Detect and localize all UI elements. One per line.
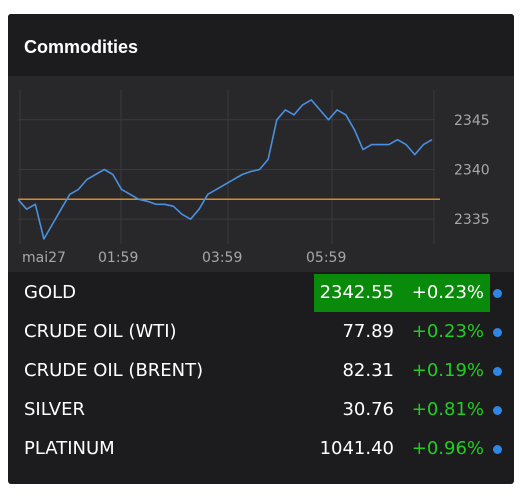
quote-row-crude-oil-wti[interactable]: CRUDE OIL (WTI) 77.89 +0.23% — [8, 313, 514, 351]
quote-price-box: 77.89 +0.23% — [314, 313, 490, 351]
quote-price: 30.76 — [342, 399, 394, 420]
quote-name: SILVER — [24, 399, 85, 420]
quote-price-box: 1041.40 +0.96% — [314, 430, 490, 468]
quote-change: +0.23% — [411, 282, 484, 303]
quote-price-box: 82.31 +0.19% — [314, 352, 490, 390]
y-tick-label: 2345 — [454, 113, 490, 129]
status-dot-icon — [493, 406, 502, 415]
commodities-widget: Commodities 2345 2340 2335 mai27 01:59 03:59 0… — [8, 14, 514, 484]
x-tick-label: mai27 — [22, 250, 66, 266]
y-tick-label: 2340 — [454, 162, 490, 178]
quote-row-gold[interactable]: GOLD 2342.55 +0.23% — [8, 274, 514, 312]
quote-row-silver[interactable]: SILVER 30.76 +0.81% — [8, 391, 514, 429]
status-dot-icon — [493, 328, 502, 337]
x-tick-label: 01:59 — [98, 250, 138, 266]
quote-change: +0.19% — [411, 360, 484, 381]
quote-row-platinum[interactable]: PLATINUM 1041.40 +0.96% — [8, 430, 514, 468]
quote-name: CRUDE OIL (WTI) — [24, 321, 177, 342]
status-dot-icon — [493, 367, 502, 376]
widget-header: Commodities — [8, 14, 514, 76]
status-dot-icon — [493, 445, 502, 454]
quote-row-crude-oil-brent[interactable]: CRUDE OIL (BRENT) 82.31 +0.19% — [8, 352, 514, 390]
quote-price: 82.31 — [342, 360, 394, 381]
quote-name: CRUDE OIL (BRENT) — [24, 360, 204, 381]
chart-svg: 2345 2340 2335 mai27 01:59 03:59 05:59 — [17, 90, 490, 266]
quote-price: 2342.55 — [319, 282, 394, 303]
quote-name: GOLD — [24, 282, 77, 303]
quote-price-box: 30.76 +0.81% — [314, 391, 490, 429]
status-dot-icon — [493, 289, 502, 298]
quote-name: PLATINUM — [24, 438, 115, 459]
quote-price: 77.89 — [342, 321, 394, 342]
quote-price-box: 2342.55 +0.23% — [314, 274, 490, 312]
quote-change: +0.81% — [411, 399, 484, 420]
x-tick-label: 03:59 — [202, 250, 242, 266]
quote-price: 1041.40 — [319, 438, 394, 459]
x-tick-label: 05:59 — [306, 250, 346, 266]
widget-title: Commodities — [24, 37, 139, 57]
price-line — [17, 99, 433, 240]
y-tick-label: 2335 — [454, 212, 490, 228]
quote-change: +0.96% — [411, 438, 484, 459]
price-chart[interactable]: 2345 2340 2335 mai27 01:59 03:59 05:59 — [8, 76, 514, 272]
quote-change: +0.23% — [411, 321, 484, 342]
